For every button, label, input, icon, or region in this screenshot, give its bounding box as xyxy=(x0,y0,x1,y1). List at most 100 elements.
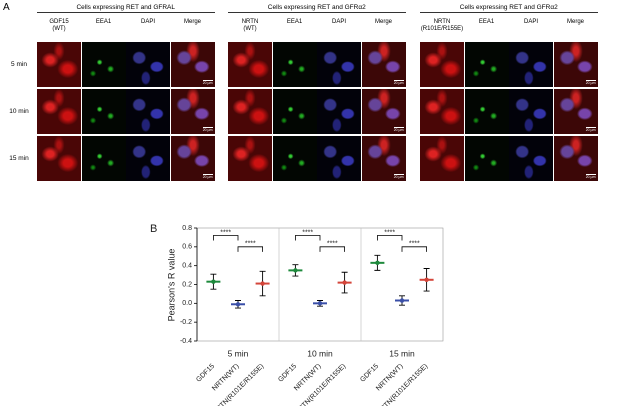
plot-frame xyxy=(196,227,444,342)
mean-dot xyxy=(260,281,265,286)
x-tick-label: GDF15 xyxy=(359,363,380,384)
row-label: 10 min xyxy=(9,107,29,115)
significance-label: **** xyxy=(302,229,313,236)
micrograph xyxy=(509,89,553,134)
micrograph xyxy=(464,42,509,87)
scale-bar: 20 µm xyxy=(585,80,596,85)
scale-bar: 20 µm xyxy=(393,127,404,132)
y-tick-label: 0.2 xyxy=(182,281,192,288)
micrograph: 20 µm xyxy=(553,136,598,181)
mean-dot xyxy=(211,279,216,284)
mean-dot xyxy=(342,280,347,285)
group-label: 15 min xyxy=(389,348,415,358)
micrograph xyxy=(37,136,81,181)
scale-bar: 20 µm xyxy=(585,127,596,132)
significance-label: **** xyxy=(327,241,338,248)
micrograph xyxy=(464,136,509,181)
micrograph: 20 µm xyxy=(170,89,215,134)
micrograph xyxy=(509,136,553,181)
scale-bar: 20 µm xyxy=(393,174,404,179)
panel-label: B xyxy=(150,223,157,235)
mean-dot xyxy=(317,301,323,306)
micrograph xyxy=(420,42,464,87)
column-label: Merge xyxy=(183,19,201,25)
group-title: Cells expressing RET and GFRα2 xyxy=(420,4,598,13)
micrograph: 20 µm xyxy=(361,136,406,181)
column-label: NRTN (R101E/R155E) xyxy=(420,19,464,32)
micrograph: 20 µm xyxy=(553,42,598,87)
micrograph xyxy=(272,89,317,134)
scale-bar: 20 µm xyxy=(202,127,213,132)
significance-label: **** xyxy=(245,241,256,248)
significance-label: **** xyxy=(384,229,395,236)
significance-bracket xyxy=(237,246,263,252)
column-label: DAPI xyxy=(523,19,538,25)
significance-bracket xyxy=(401,246,427,252)
micrograph xyxy=(81,89,126,134)
group-label: 5 min xyxy=(228,348,249,358)
significance-label: **** xyxy=(220,229,231,236)
y-tick-label: 0.0 xyxy=(182,300,192,307)
column-label: DAPI xyxy=(140,19,155,25)
column-label: DAPI xyxy=(331,19,346,25)
micrograph xyxy=(228,89,272,134)
row-label: 5 min xyxy=(11,60,27,68)
micrograph xyxy=(37,89,81,134)
mean-dot xyxy=(399,298,405,303)
micrograph xyxy=(228,42,272,87)
scale-bar: 20 µm xyxy=(585,174,596,179)
column-label: Merge xyxy=(374,19,392,25)
micrograph xyxy=(272,42,317,87)
micrograph xyxy=(317,89,361,134)
mean-dot xyxy=(375,260,380,266)
micrograph xyxy=(272,136,317,181)
micrograph xyxy=(317,136,361,181)
y-tick-label: 0.4 xyxy=(182,263,192,270)
column-label: EEA1 xyxy=(286,19,303,25)
micrograph xyxy=(126,136,170,181)
micrograph xyxy=(464,89,509,134)
column-label: EEA1 xyxy=(95,19,112,25)
micrograph: 20 µm xyxy=(170,42,215,87)
micrograph: 20 µm xyxy=(361,89,406,134)
row-label: 15 min xyxy=(9,154,29,162)
significance-bracket xyxy=(377,235,403,241)
micrograph: 20 µm xyxy=(361,42,406,87)
y-tick-label: -0.2 xyxy=(180,319,192,326)
mean-dot xyxy=(424,277,429,282)
significance-label: **** xyxy=(409,241,420,248)
micrograph xyxy=(81,136,126,181)
micrograph xyxy=(420,89,464,134)
column-label: Merge xyxy=(566,19,584,25)
micrograph: 20 µm xyxy=(170,136,215,181)
significance-bracket xyxy=(295,235,321,241)
group-label: 10 min xyxy=(307,348,333,358)
x-tick-label: GDF15 xyxy=(195,363,216,384)
significance-bracket xyxy=(213,235,239,241)
column-label: GDF15 (WT) xyxy=(49,19,69,32)
y-tick-label: 0.6 xyxy=(182,244,192,251)
micrograph xyxy=(420,136,464,181)
scale-bar: 20 µm xyxy=(393,80,404,85)
mean-dot xyxy=(293,268,298,273)
column-label: EEA1 xyxy=(478,19,495,25)
y-axis-label: Pearson's R value xyxy=(166,249,176,322)
micrograph xyxy=(509,42,553,87)
micrograph xyxy=(317,42,361,87)
micrograph xyxy=(126,89,170,134)
micrograph: 20 µm xyxy=(553,89,598,134)
micrograph xyxy=(37,42,81,87)
scale-bar: 20 µm xyxy=(202,174,213,179)
significance-bracket xyxy=(319,246,345,252)
mean-dot xyxy=(235,302,241,307)
column-label: NRTN (WT) xyxy=(241,19,259,32)
group-title: Cells expressing RET and GFRAL xyxy=(37,4,215,13)
y-tick-label: -0.4 xyxy=(180,338,192,345)
panel-label: A xyxy=(3,2,10,13)
micrograph xyxy=(126,42,170,87)
y-tick-label: 0.8 xyxy=(182,225,192,232)
group-title: Cells expressing RET and GFRα2 xyxy=(228,4,406,13)
scale-bar: 20 µm xyxy=(202,80,213,85)
x-tick-label: GDF15 xyxy=(277,363,298,384)
